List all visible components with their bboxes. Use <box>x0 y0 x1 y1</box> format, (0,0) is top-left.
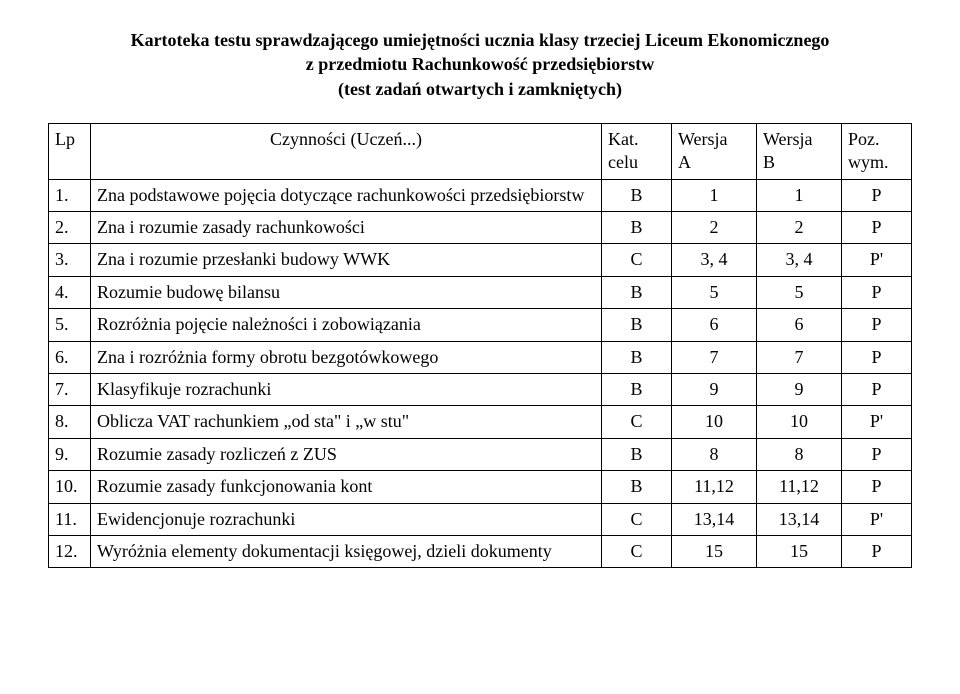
cell-lp: 11. <box>49 503 91 535</box>
header-desc: Czynności (Uczeń...) <box>91 123 602 179</box>
cell-version-a: 9 <box>672 374 757 406</box>
table-row: 8.Oblicza VAT rachunkiem „od sta" i „w s… <box>49 406 912 438</box>
cell-kat: B <box>602 374 672 406</box>
cell-version-a: 2 <box>672 212 757 244</box>
cell-kat: B <box>602 276 672 308</box>
cell-poz: P <box>842 212 912 244</box>
cell-poz: P <box>842 374 912 406</box>
cell-lp: 6. <box>49 341 91 373</box>
cell-poz: P' <box>842 503 912 535</box>
cell-desc: Zna podstawowe pojęcia dotyczące rachunk… <box>91 179 602 211</box>
table-row: 11.Ewidencjonuje rozrachunkiC13,1413,14P… <box>49 503 912 535</box>
table-row: 2.Zna i rozumie zasady rachunkowościB22P <box>49 212 912 244</box>
table-row: 1.Zna podstawowe pojęcia dotyczące rachu… <box>49 179 912 211</box>
table-row: 7.Klasyfikuje rozrachunkiB99P <box>49 374 912 406</box>
cell-version-b: 2 <box>757 212 842 244</box>
cell-kat: B <box>602 212 672 244</box>
header-lp: Lp <box>49 123 91 179</box>
cell-kat: C <box>602 535 672 567</box>
cell-version-b: 7 <box>757 341 842 373</box>
header-kat: Kat. celu <box>602 123 672 179</box>
title-line-1: Kartoteka testu sprawdzającego umiejętno… <box>48 28 912 52</box>
cell-version-b: 13,14 <box>757 503 842 535</box>
table-row: 12.Wyróżnia elementy dokumentacji księgo… <box>49 535 912 567</box>
cell-kat: B <box>602 341 672 373</box>
table-row: 9.Rozumie zasady rozliczeń z ZUSB88P <box>49 438 912 470</box>
cell-desc: Wyróżnia elementy dokumentacji księgowej… <box>91 535 602 567</box>
cell-version-a: 15 <box>672 535 757 567</box>
cell-lp: 1. <box>49 179 91 211</box>
cell-kat: B <box>602 438 672 470</box>
cell-version-a: 1 <box>672 179 757 211</box>
cell-poz: P <box>842 276 912 308</box>
cell-version-a: 5 <box>672 276 757 308</box>
table-body: 1.Zna podstawowe pojęcia dotyczące rachu… <box>49 179 912 568</box>
cell-lp: 10. <box>49 471 91 503</box>
cell-lp: 4. <box>49 276 91 308</box>
table-row: 10.Rozumie zasady funkcjonowania kontB11… <box>49 471 912 503</box>
cell-desc: Zna i rozumie zasady rachunkowości <box>91 212 602 244</box>
header-version-b: Wersja B <box>757 123 842 179</box>
cell-desc: Rozumie zasady funkcjonowania kont <box>91 471 602 503</box>
document-title: Kartoteka testu sprawdzającego umiejętno… <box>48 28 912 101</box>
cell-kat: C <box>602 406 672 438</box>
cell-poz: P <box>842 535 912 567</box>
cell-kat: B <box>602 471 672 503</box>
cell-lp: 5. <box>49 309 91 341</box>
cell-lp: 12. <box>49 535 91 567</box>
cell-lp: 2. <box>49 212 91 244</box>
table-row: 5.Rozróżnia pojęcie należności i zobowią… <box>49 309 912 341</box>
cell-lp: 9. <box>49 438 91 470</box>
cell-kat: B <box>602 309 672 341</box>
cell-version-a: 10 <box>672 406 757 438</box>
cell-version-b: 10 <box>757 406 842 438</box>
cell-version-b: 15 <box>757 535 842 567</box>
title-line-3: (test zadań otwartych i zamkniętych) <box>48 77 912 101</box>
cell-version-a: 6 <box>672 309 757 341</box>
cell-version-b: 9 <box>757 374 842 406</box>
cell-version-b: 11,12 <box>757 471 842 503</box>
cell-kat: B <box>602 179 672 211</box>
cell-desc: Rozumie budowę bilansu <box>91 276 602 308</box>
cell-desc: Ewidencjonuje rozrachunki <box>91 503 602 535</box>
cell-desc: Rozróżnia pojęcie należności i zobowiąza… <box>91 309 602 341</box>
cell-poz: P <box>842 438 912 470</box>
table-header-row: Lp Czynności (Uczeń...) Kat. celu Wersja… <box>49 123 912 179</box>
title-line-2: z przedmiotu Rachunkowość przedsiębiorst… <box>48 52 912 76</box>
cell-desc: Oblicza VAT rachunkiem „od sta" i „w stu… <box>91 406 602 438</box>
cell-version-a: 8 <box>672 438 757 470</box>
cell-desc: Rozumie zasady rozliczeń z ZUS <box>91 438 602 470</box>
cell-lp: 7. <box>49 374 91 406</box>
cell-poz: P <box>842 471 912 503</box>
skills-table: Lp Czynności (Uczeń...) Kat. celu Wersja… <box>48 123 912 568</box>
cell-kat: C <box>602 244 672 276</box>
cell-version-b: 6 <box>757 309 842 341</box>
header-poz: Poz. wym. <box>842 123 912 179</box>
cell-version-a: 3, 4 <box>672 244 757 276</box>
cell-desc: Klasyfikuje rozrachunki <box>91 374 602 406</box>
cell-version-a: 11,12 <box>672 471 757 503</box>
cell-desc: Zna i rozróżnia formy obrotu bezgotówkow… <box>91 341 602 373</box>
cell-version-a: 7 <box>672 341 757 373</box>
cell-poz: P' <box>842 244 912 276</box>
cell-poz: P <box>842 179 912 211</box>
cell-version-b: 8 <box>757 438 842 470</box>
cell-poz: P <box>842 341 912 373</box>
cell-lp: 8. <box>49 406 91 438</box>
cell-lp: 3. <box>49 244 91 276</box>
header-version-a: Wersja A <box>672 123 757 179</box>
cell-version-b: 3, 4 <box>757 244 842 276</box>
cell-poz: P <box>842 309 912 341</box>
cell-kat: C <box>602 503 672 535</box>
table-row: 6.Zna i rozróżnia formy obrotu bezgotówk… <box>49 341 912 373</box>
table-row: 3.Zna i rozumie przesłanki budowy WWKC3,… <box>49 244 912 276</box>
table-row: 4.Rozumie budowę bilansuB55P <box>49 276 912 308</box>
cell-poz: P' <box>842 406 912 438</box>
cell-desc: Zna i rozumie przesłanki budowy WWK <box>91 244 602 276</box>
cell-version-a: 13,14 <box>672 503 757 535</box>
cell-version-b: 5 <box>757 276 842 308</box>
cell-version-b: 1 <box>757 179 842 211</box>
